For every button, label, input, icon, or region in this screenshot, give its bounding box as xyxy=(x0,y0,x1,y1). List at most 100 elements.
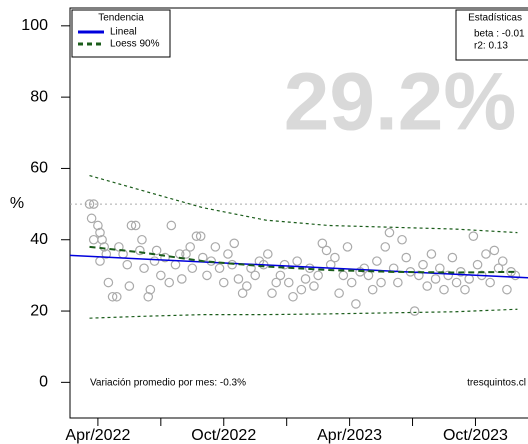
point xyxy=(288,291,298,302)
point xyxy=(88,199,99,209)
point xyxy=(86,213,97,224)
point xyxy=(185,242,195,252)
point xyxy=(218,277,229,288)
point xyxy=(384,227,395,238)
point xyxy=(380,242,391,252)
point xyxy=(195,231,206,241)
point xyxy=(170,259,181,270)
point xyxy=(321,245,332,256)
point xyxy=(223,249,233,259)
point xyxy=(313,270,323,281)
point xyxy=(397,234,407,245)
point xyxy=(103,277,114,288)
point xyxy=(393,277,403,288)
y-tick-label: 60 xyxy=(30,160,48,177)
point xyxy=(435,263,445,274)
point xyxy=(376,277,386,288)
point xyxy=(472,259,483,270)
point xyxy=(237,288,248,299)
point xyxy=(439,284,449,295)
point xyxy=(497,256,508,266)
point xyxy=(130,220,141,231)
point xyxy=(206,256,216,266)
point xyxy=(481,249,491,259)
legend-label: Loess 90% xyxy=(110,39,160,50)
point xyxy=(233,274,244,284)
point xyxy=(139,263,149,274)
point xyxy=(124,281,135,291)
point xyxy=(409,306,420,316)
footnote-right: tresquintos.cl xyxy=(467,378,526,389)
point xyxy=(334,288,344,299)
trend-line xyxy=(69,254,528,279)
point xyxy=(468,231,479,241)
x-tick-label: Oct/2022 xyxy=(191,427,256,444)
point xyxy=(187,263,198,274)
footnote-left: Variación promedio por mes: -0.3% xyxy=(90,378,246,389)
point xyxy=(267,288,277,299)
point xyxy=(135,245,145,256)
point xyxy=(126,220,137,231)
point xyxy=(430,274,441,284)
point xyxy=(279,259,290,270)
y-label: % xyxy=(10,195,24,212)
point xyxy=(114,242,124,252)
point xyxy=(164,277,175,288)
point xyxy=(443,270,453,281)
point xyxy=(485,277,495,288)
point xyxy=(300,274,311,284)
point xyxy=(214,263,225,274)
y-tick-label: 80 xyxy=(30,88,48,105)
point xyxy=(451,277,462,288)
point xyxy=(143,291,154,302)
point xyxy=(99,242,109,252)
point xyxy=(95,256,105,266)
point xyxy=(111,291,122,302)
stats-title: Estadísticas xyxy=(468,13,522,24)
point xyxy=(271,277,281,288)
point xyxy=(275,270,286,281)
point xyxy=(166,220,177,231)
point xyxy=(338,270,349,281)
band-lower xyxy=(89,308,518,319)
point xyxy=(122,259,133,270)
point xyxy=(363,270,374,281)
legend-title: Tendencia xyxy=(98,13,144,24)
point xyxy=(502,284,512,295)
point xyxy=(191,231,202,241)
point xyxy=(151,245,162,256)
stat: beta : -0.01 xyxy=(474,29,525,40)
point xyxy=(367,284,378,295)
point xyxy=(145,284,156,295)
point xyxy=(160,252,170,263)
point xyxy=(229,238,240,249)
point xyxy=(510,270,521,281)
point xyxy=(101,249,112,259)
point xyxy=(84,199,95,209)
point xyxy=(283,277,294,288)
point xyxy=(292,256,302,266)
point xyxy=(296,284,307,295)
point xyxy=(210,242,221,252)
stats-box xyxy=(455,9,528,61)
point xyxy=(250,270,261,281)
point xyxy=(95,227,105,238)
point xyxy=(422,281,433,291)
point xyxy=(372,256,382,266)
point xyxy=(418,259,428,270)
y-tick-label: 40 xyxy=(30,231,48,248)
point xyxy=(202,270,212,281)
point xyxy=(137,234,147,245)
y-tick-label: 20 xyxy=(30,302,48,319)
point xyxy=(107,291,118,302)
x-tick-label: Oct/2023 xyxy=(443,427,508,444)
point xyxy=(309,281,319,291)
point xyxy=(460,284,470,295)
point xyxy=(426,249,437,259)
y-tick-label: 100 xyxy=(21,17,48,34)
point xyxy=(88,234,99,245)
plot-frame xyxy=(69,7,528,419)
point xyxy=(317,238,328,249)
point xyxy=(93,220,103,231)
